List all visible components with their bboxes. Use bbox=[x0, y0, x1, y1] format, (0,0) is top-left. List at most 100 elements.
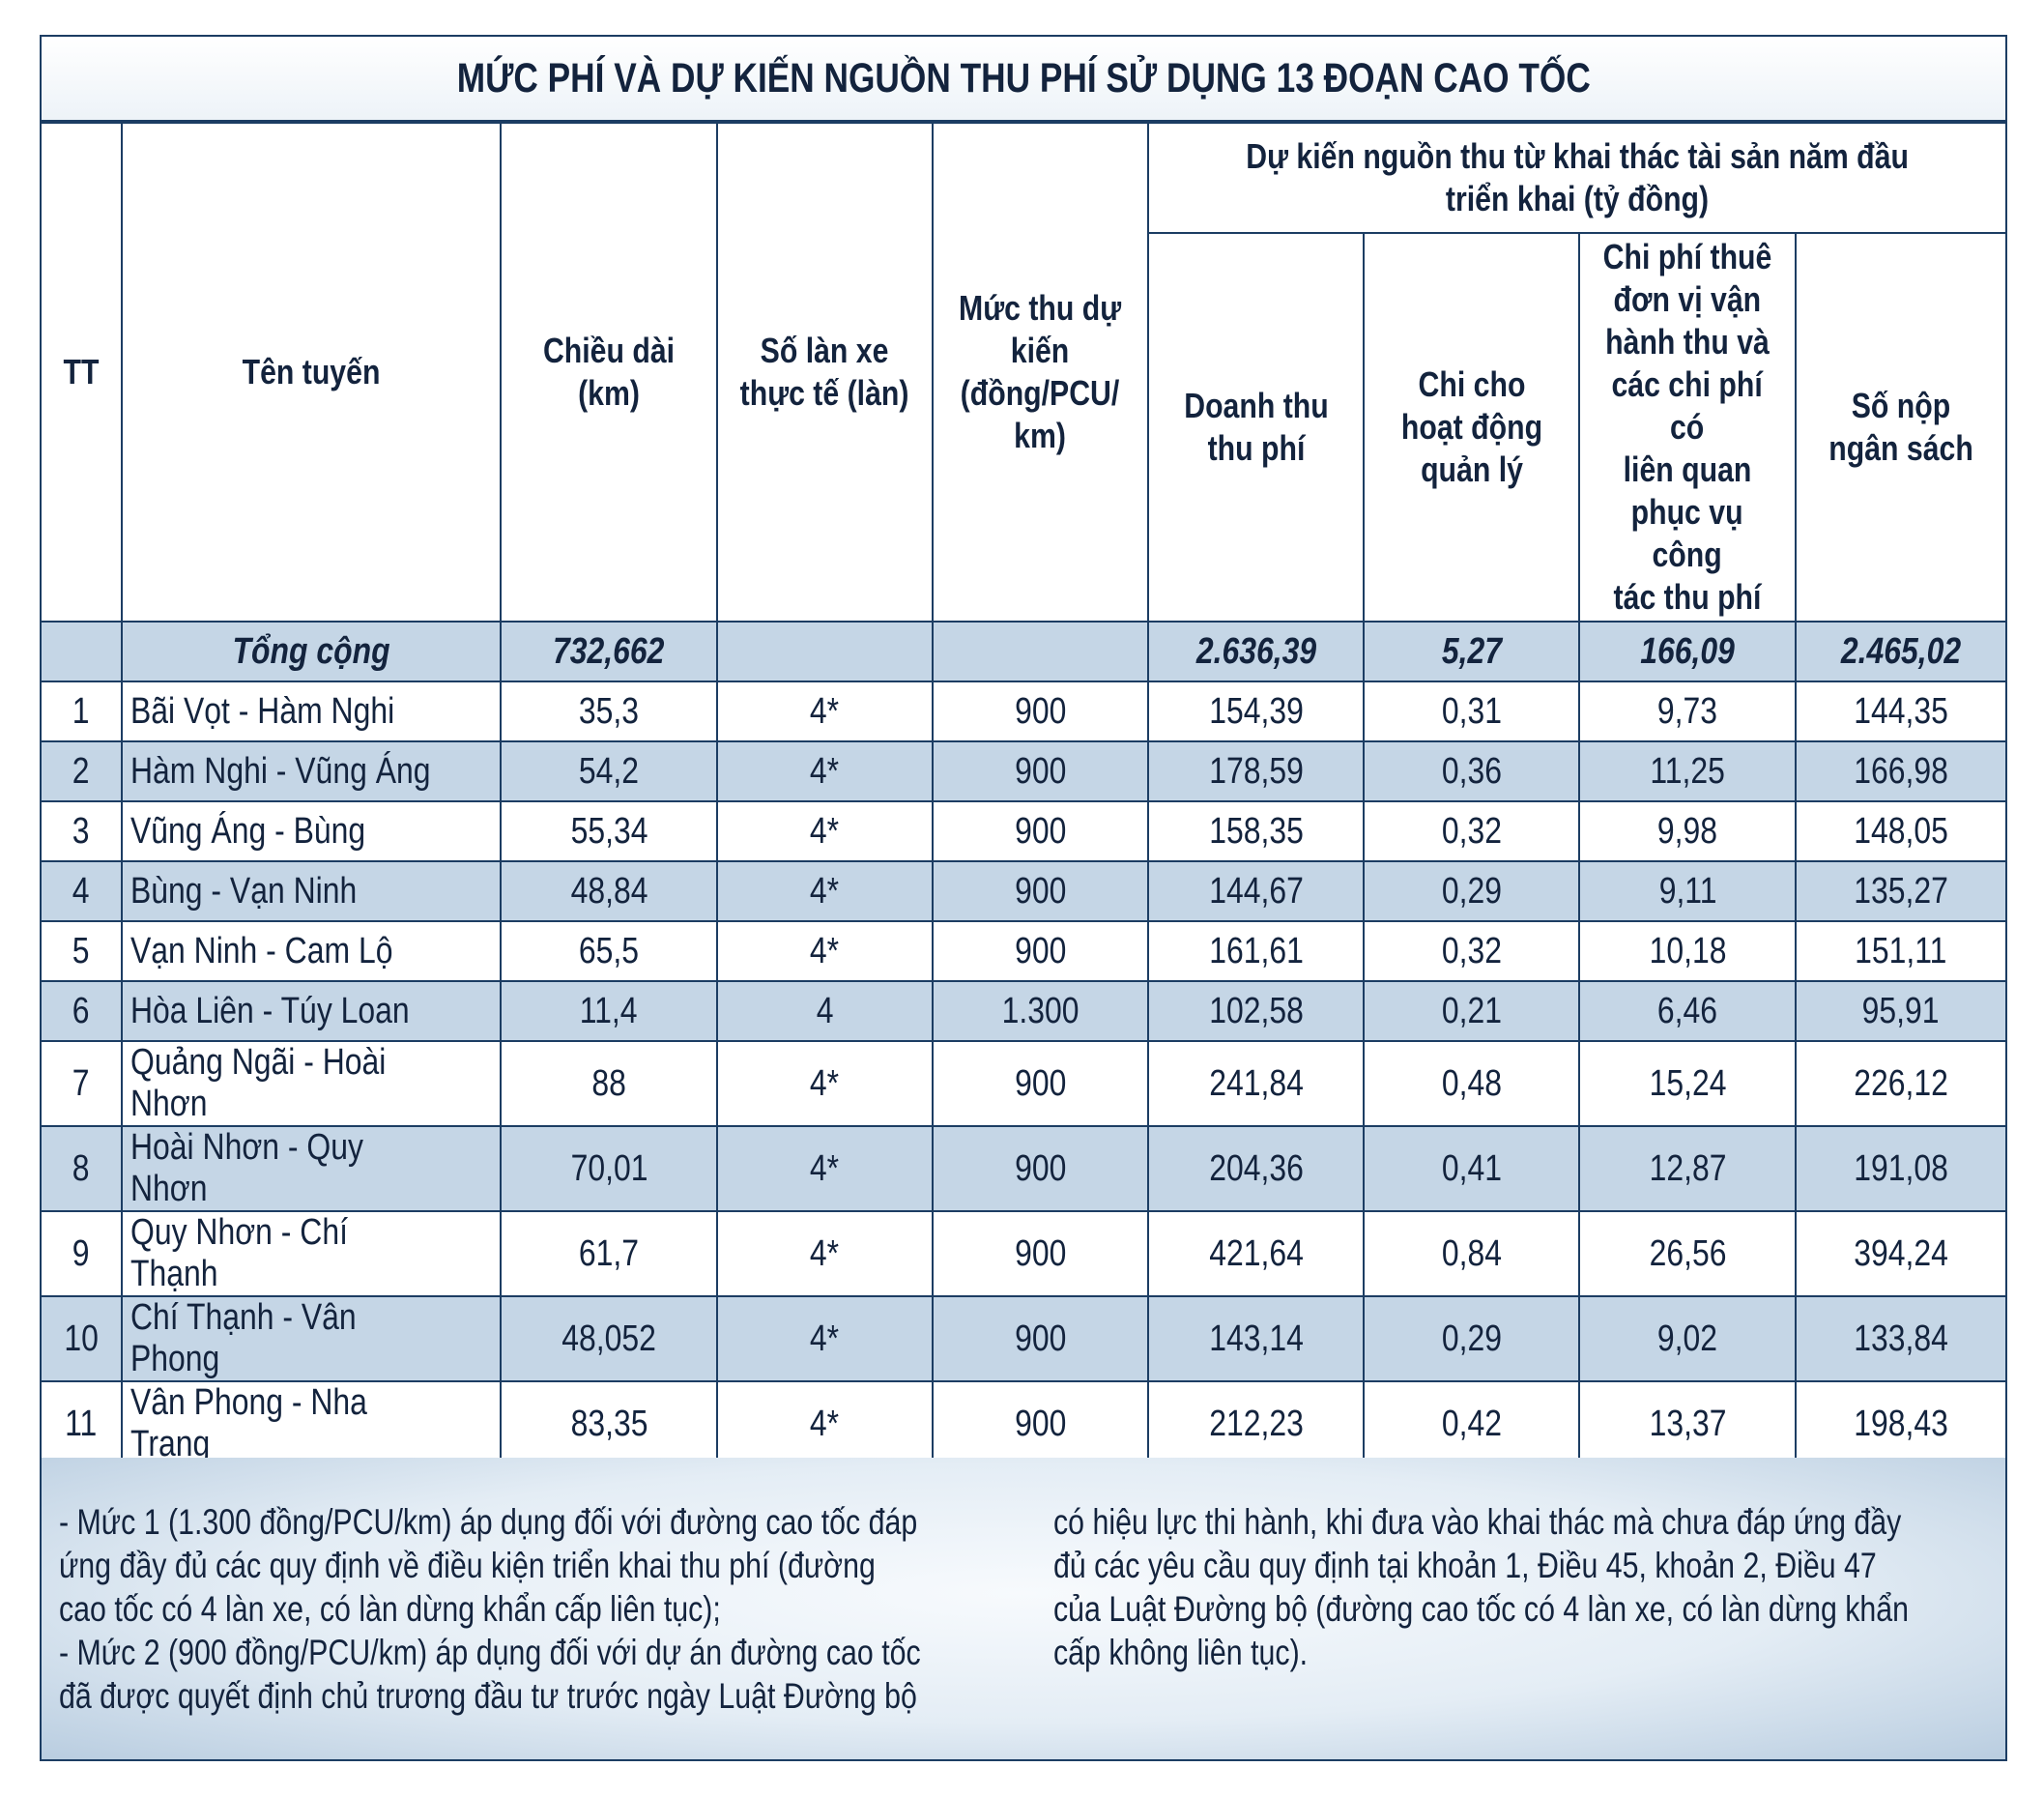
route-lanes: 4* bbox=[715, 1295, 934, 1382]
route-lanes: 4* bbox=[715, 800, 934, 862]
total-lanes bbox=[715, 621, 934, 682]
route-length: 61,7 bbox=[500, 1210, 718, 1297]
route-lanes: 4* bbox=[715, 920, 934, 982]
route-budget: 191,08 bbox=[1794, 1125, 2005, 1212]
route-rate: 900 bbox=[931, 920, 1150, 982]
route-rate: 900 bbox=[931, 800, 1150, 862]
total-row: Tổng cộng 732,662 2.636,39 5,27 166,09 2… bbox=[42, 621, 2005, 682]
table-row: 8 Hoài Nhơn - Quy Nhơn 70,01 4* 900 204,36 0,4… bbox=[42, 1125, 2005, 1212]
route-operator-cost: 11,25 bbox=[1578, 740, 1797, 802]
route-length: 88 bbox=[500, 1040, 718, 1127]
notes-right-column: có hiệu lực thi hành, khi đưa vào khai t… bbox=[1053, 1500, 2001, 1674]
row-tt: 7 bbox=[42, 1040, 124, 1127]
note-line: của Luật Đường bộ (đường cao tốc có 4 là… bbox=[1053, 1589, 1910, 1629]
header-operator-cost: Chi phí thuê đơn vị vận hành thu và các chi… bbox=[1578, 232, 1797, 623]
route-operator-cost: 9,02 bbox=[1578, 1295, 1797, 1382]
header-revenue: Doanh thu thu phí bbox=[1148, 232, 1366, 623]
route-name: Quảng Ngãi - Hoài Nhơn bbox=[121, 1040, 503, 1127]
route-operator-cost: 10,18 bbox=[1578, 920, 1797, 982]
route-revenue: 421,64 bbox=[1147, 1210, 1366, 1297]
route-rate: 900 bbox=[931, 1040, 1150, 1127]
route-budget: 95,91 bbox=[1794, 980, 2005, 1042]
infographic-frame: MỨC PHÍ VÀ DỰ KIẾN NGUỒN THU PHÍ SỬ DỤNG… bbox=[40, 35, 2007, 1761]
route-name: Hòa Liên - Túy Loan bbox=[121, 980, 503, 1042]
table-row: 7 Quảng Ngãi - Hoài Nhơn 88 4* 900 241,84 0,48… bbox=[42, 1040, 2005, 1127]
route-management-cost: 0,48 bbox=[1363, 1040, 1581, 1127]
total-revenue: 2.636,39 bbox=[1147, 621, 1366, 682]
header-rate: Mức thu dự kiến (đồng/PCU/km) bbox=[931, 122, 1150, 623]
route-budget: 151,11 bbox=[1794, 920, 2005, 982]
route-length: 48,052 bbox=[500, 1295, 718, 1382]
route-lanes: 4* bbox=[715, 1210, 934, 1297]
route-lanes: 4* bbox=[715, 860, 934, 922]
header-length: Chiều dài (km) bbox=[500, 122, 718, 623]
row-tt: 1 bbox=[42, 681, 124, 742]
route-budget: 394,24 bbox=[1794, 1210, 2005, 1297]
route-rate: 900 bbox=[931, 740, 1150, 802]
route-rate: 900 bbox=[931, 1210, 1150, 1297]
row-tt: 9 bbox=[42, 1210, 124, 1297]
route-lanes: 4* bbox=[715, 740, 934, 802]
header-tt: TT bbox=[42, 122, 124, 623]
route-length: 54,2 bbox=[500, 740, 718, 802]
route-lanes: 4* bbox=[715, 1125, 934, 1212]
route-rate: 900 bbox=[931, 1295, 1150, 1382]
table-row: 9 Quy Nhơn - Chí Thạnh 61,7 4* 900 421,64 0,84… bbox=[42, 1210, 2005, 1297]
note-line: - Mức 2 (900 đồng/PCU/km) áp dụng đối vớ… bbox=[59, 1633, 921, 1672]
route-operator-cost: 9,73 bbox=[1578, 681, 1797, 742]
route-management-cost: 0,36 bbox=[1363, 740, 1581, 802]
total-budget: 2.465,02 bbox=[1794, 621, 2005, 682]
row-tt: 10 bbox=[42, 1295, 124, 1382]
route-operator-cost: 15,24 bbox=[1578, 1040, 1797, 1127]
route-budget: 226,12 bbox=[1794, 1040, 2005, 1127]
route-revenue: 161,61 bbox=[1147, 920, 1366, 982]
row-tt: 6 bbox=[42, 980, 124, 1042]
route-budget: 198,43 bbox=[1794, 1380, 2005, 1467]
route-name: Bùng - Vạn Ninh bbox=[121, 860, 503, 922]
row-tt: 5 bbox=[42, 920, 124, 982]
route-lanes: 4* bbox=[715, 1040, 934, 1127]
table-row: 11 Vân Phong - Nha Trang 83,35 4* 900 212,23 0… bbox=[42, 1380, 2005, 1467]
table-title: MỨC PHÍ VÀ DỰ KIẾN NGUỒN THU PHÍ SỬ DỤNG… bbox=[456, 54, 1591, 101]
route-operator-cost: 26,56 bbox=[1578, 1210, 1797, 1297]
total-operator-cost: 166,09 bbox=[1578, 621, 1797, 682]
route-revenue: 178,59 bbox=[1147, 740, 1366, 802]
route-management-cost: 0,31 bbox=[1363, 681, 1581, 742]
table-row: 2 Hàm Nghi - Vũng Áng 54,2 4* 900 178,59 0,36 1… bbox=[42, 740, 2005, 802]
route-revenue: 144,67 bbox=[1147, 860, 1366, 922]
row-tt: 2 bbox=[42, 740, 124, 802]
route-revenue: 212,23 bbox=[1147, 1380, 1366, 1467]
total-management-cost: 5,27 bbox=[1363, 621, 1581, 682]
toll-fee-table: TT Tên tuyến Chiều dài (km) Số làn xe thực… bbox=[42, 122, 2005, 1587]
route-rate: 900 bbox=[931, 1380, 1150, 1467]
total-tt-cell bbox=[42, 621, 124, 682]
header-revenue-group: Dự kiến nguồn thu từ khai thác tài sản n… bbox=[1147, 122, 2005, 234]
route-management-cost: 0,41 bbox=[1363, 1125, 1581, 1212]
route-rate: 1.300 bbox=[931, 980, 1150, 1042]
route-name: Chí Thạnh - Vân Phong bbox=[121, 1295, 503, 1382]
route-length: 83,35 bbox=[500, 1380, 718, 1467]
header-budget: Số nộp ngân sách bbox=[1794, 232, 2005, 623]
route-operator-cost: 13,37 bbox=[1578, 1380, 1797, 1467]
route-length: 70,01 bbox=[500, 1125, 718, 1212]
route-budget: 133,84 bbox=[1794, 1295, 2005, 1382]
route-budget: 166,98 bbox=[1794, 740, 2005, 802]
route-revenue: 204,36 bbox=[1147, 1125, 1366, 1212]
table-row: 3 Vũng Áng - Bùng 55,34 4* 900 158,35 0,32 9,98… bbox=[42, 800, 2005, 862]
total-rate bbox=[931, 621, 1150, 682]
note-line: đủ các yêu cầu quy định tại khoản 1, Điề… bbox=[1053, 1546, 1877, 1585]
row-tt: 11 bbox=[42, 1380, 124, 1467]
total-label: Tổng cộng bbox=[121, 621, 503, 682]
route-budget: 135,27 bbox=[1794, 860, 2005, 922]
route-revenue: 143,14 bbox=[1147, 1295, 1366, 1382]
route-length: 48,84 bbox=[500, 860, 718, 922]
route-lanes: 4* bbox=[715, 681, 934, 742]
note-line: cao tốc có 4 làn xe, có làn dừng khẩn cấ… bbox=[59, 1589, 721, 1629]
table-row: 6 Hòa Liên - Túy Loan 11,4 4 1.300 102,58 0,21… bbox=[42, 980, 2005, 1042]
note-line: cấp không liên tục). bbox=[1053, 1633, 1309, 1672]
header-lanes: Số làn xe thực tế (làn) bbox=[715, 122, 934, 623]
route-name: Vạn Ninh - Cam Lộ bbox=[121, 920, 503, 982]
header-row-sub: Doanh thu thu phí Chi cho hoạt động quản lý… bbox=[42, 232, 2005, 623]
route-revenue: 154,39 bbox=[1147, 681, 1366, 742]
route-management-cost: 0,84 bbox=[1363, 1210, 1581, 1297]
